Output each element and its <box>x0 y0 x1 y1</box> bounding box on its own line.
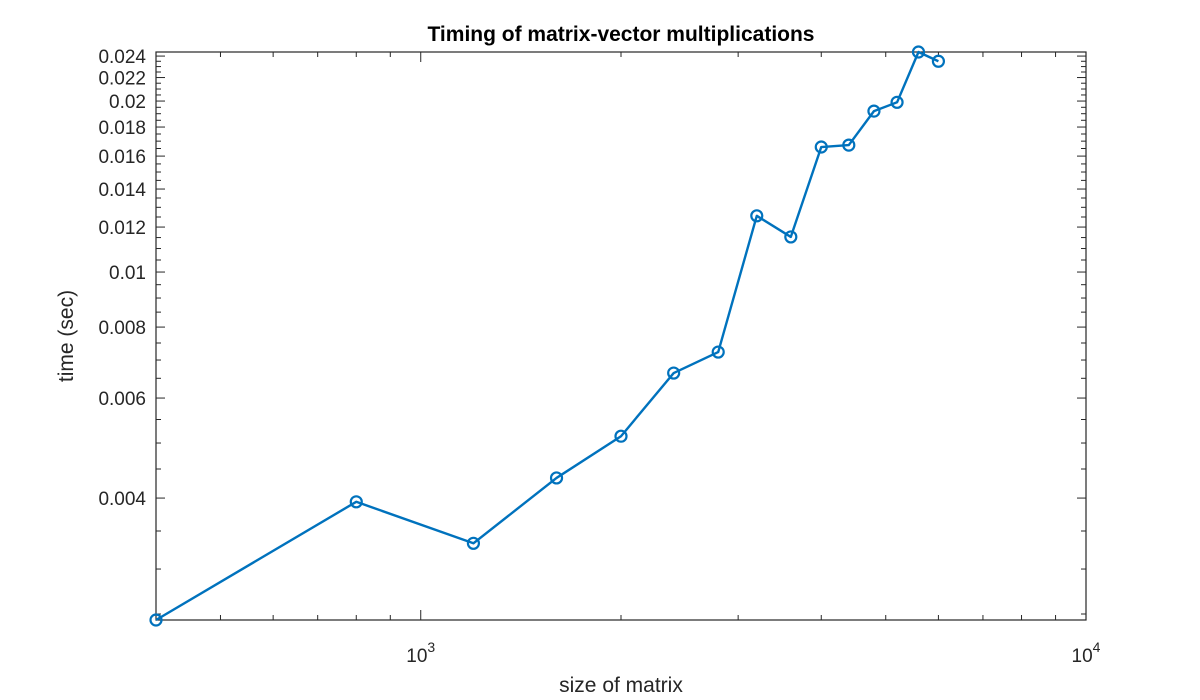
y-tick-label: 0.01 <box>109 263 146 284</box>
data-point-marker <box>842 138 856 152</box>
data-point-marker <box>667 366 681 380</box>
y-axis-label: time (sec) <box>55 290 78 382</box>
x-tick-label: 104 <box>1072 639 1101 667</box>
y-tick-label: 0.02 <box>109 92 146 113</box>
y-tick-label: 0.012 <box>98 218 146 239</box>
data-point-marker <box>911 45 926 59</box>
y-tick-label: 0.004 <box>98 489 146 510</box>
data-point-marker <box>466 536 481 550</box>
data-point-marker <box>750 209 764 223</box>
data-point-marker <box>614 429 628 443</box>
y-tick-label: 0.014 <box>98 180 146 201</box>
data-point-marker <box>149 613 163 627</box>
x-tick-label: 103 <box>406 639 435 667</box>
y-tick-label: 0.008 <box>98 318 146 339</box>
series-line <box>155 50 939 622</box>
x-axis-ticks: 103 104 <box>219 52 1101 667</box>
data-series <box>149 45 946 627</box>
data-point-marker <box>814 140 828 154</box>
data-point-marker <box>784 230 798 244</box>
x-axis-label: size of matrix <box>559 674 683 697</box>
y-tick-label: 0.018 <box>98 118 146 139</box>
data-point-marker <box>890 95 904 109</box>
data-point-marker <box>867 104 881 118</box>
data-point-marker <box>349 495 363 509</box>
plot-axes: 103 104 0.004 0.006 0.008 0.01 0.012 0.014 0.01… <box>98 47 1100 667</box>
chart-title: Timing of matrix-vector multiplications <box>427 23 814 46</box>
y-tick-label: 0.024 <box>98 47 146 68</box>
data-point-marker <box>711 345 725 359</box>
y-tick-label: 0.006 <box>98 389 146 410</box>
plot-box <box>155 51 1087 621</box>
y-axis-ticks: 0.004 0.006 0.008 0.01 0.012 0.014 0.016 0.018 0… <box>98 47 1086 615</box>
data-point-marker <box>549 471 564 485</box>
y-tick-label: 0.016 <box>98 147 146 168</box>
data-point-marker <box>931 54 946 68</box>
y-tick-label: 0.022 <box>98 69 146 90</box>
